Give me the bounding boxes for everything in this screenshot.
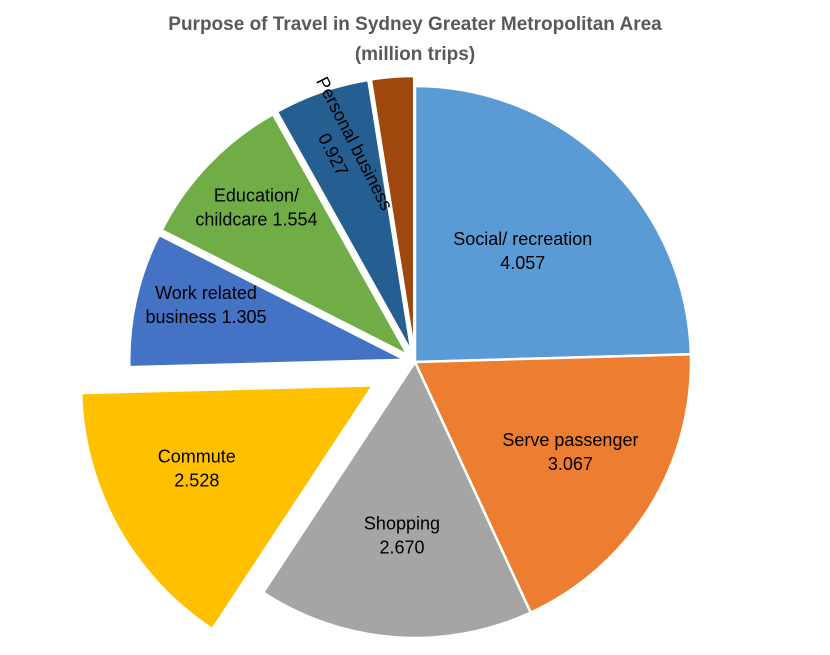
slice-label-commute: Commute 2.528 [158, 446, 236, 490]
slice-label-text: Education/ [214, 186, 299, 206]
slice-label-value: 3.067 [548, 454, 593, 474]
slice-label-text: Shopping [364, 513, 440, 533]
slice-label-value: 4.057 [500, 253, 545, 273]
chart-title: Purpose of Travel in Sydney Greater Metr… [168, 14, 662, 35]
slice-label-text: Commute [158, 446, 236, 466]
slice-label-social-recreation: Social/ recreation 4.057 [453, 229, 592, 273]
pie-slice-work-related-business [128, 233, 406, 369]
slice-label-text: Work related [155, 283, 257, 303]
pie-slice-commute [79, 384, 376, 631]
slice-label-value: 2.528 [174, 470, 219, 490]
slice-label-shopping: Shopping 2.670 [364, 513, 440, 557]
slice-label-education-childcare: Education/childcare 1.554 [195, 186, 317, 230]
pie-slice-other [369, 74, 416, 353]
slice-label-value: childcare 1.554 [195, 210, 317, 230]
slice-label-work-related-business: Work related business 1.305 [145, 283, 266, 327]
slice-label-text: Serve passenger [502, 430, 638, 450]
pie-slice-serve-passenger [413, 352, 693, 615]
pie-slice-shopping [261, 359, 533, 640]
chart-subtitle: (million trips) [354, 44, 476, 65]
pie-slice-personal-business [275, 78, 413, 354]
slice-label-value: 2.670 [379, 537, 424, 557]
slice-label-serve-passenger: Serve passenger 3.067 [502, 430, 638, 474]
slice-label-text: Social/ recreation [453, 229, 592, 249]
pie-slice-education-childcare [159, 112, 411, 359]
slice-label-value: business 1.305 [145, 307, 266, 327]
pie-slice-social-recreation [413, 84, 693, 364]
